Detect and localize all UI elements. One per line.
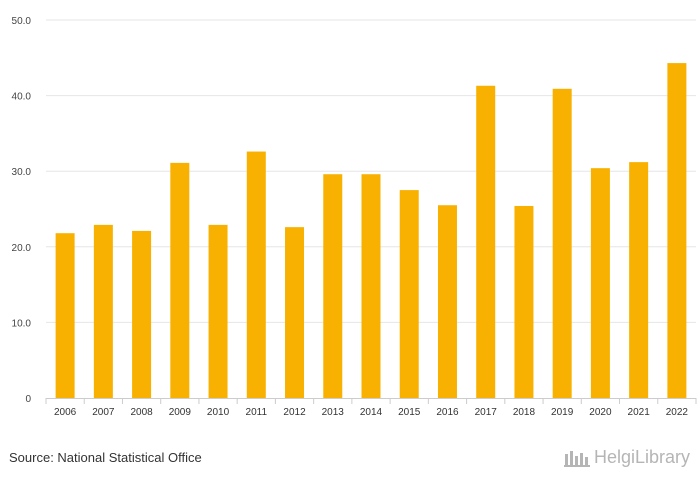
bar-chart: 010.020.030.040.050.0 2006 2007 2008 2009 20… — [12, 16, 697, 418]
x-tick-label: 2020 — [589, 407, 612, 418]
x-tick-label: 2013 — [322, 407, 345, 418]
bar-2014[interactable] — [361, 174, 381, 398]
x-tick-label: 2021 — [628, 407, 651, 418]
x-tick-label: 2008 — [130, 407, 153, 418]
bar-2007[interactable] — [93, 224, 113, 398]
y-tick-label: 10.0 — [12, 318, 32, 329]
x-tick-label: 2016 — [436, 407, 459, 418]
y-tick-label: 0 — [25, 394, 31, 405]
y-tick-label: 50.0 — [12, 16, 32, 27]
bar-2017[interactable] — [476, 85, 496, 398]
x-tick-label: 2014 — [360, 407, 383, 418]
x-tick-label: 2018 — [513, 407, 536, 418]
brand-name: HelgiLibrary — [593, 447, 690, 467]
bar-2008[interactable] — [132, 230, 152, 398]
brand-logo[interactable]: HelgiLibrary — [563, 447, 690, 468]
library-logo-icon — [563, 450, 590, 467]
y-tick-label: 30.0 — [12, 167, 32, 178]
x-tick-label: 2009 — [169, 407, 192, 418]
bar-2019[interactable] — [552, 88, 572, 399]
bar-2015[interactable] — [399, 190, 419, 398]
bar-2009[interactable] — [170, 162, 190, 398]
x-tick-label: 2019 — [551, 407, 574, 418]
bar-2021[interactable] — [629, 162, 649, 398]
x-tick-label: 2017 — [475, 407, 498, 418]
bar-2022[interactable] — [667, 63, 687, 398]
x-tick-label: 2010 — [207, 407, 230, 418]
bar-2012[interactable] — [285, 227, 305, 398]
y-axis-ticks: 0 10.0 20.0 30.0 40.0 50.0 — [12, 16, 32, 405]
bar-2020[interactable] — [590, 168, 610, 398]
x-tick-label: 2006 — [54, 407, 77, 418]
y-tick-label: 20.0 — [12, 243, 32, 254]
grid-lines — [46, 19, 696, 323]
x-axis: 2006 2007 2008 2009 2010 2011 2012 2013 2014 2015… — [45, 398, 697, 418]
bars — [55, 63, 687, 399]
bar-2006[interactable] — [55, 233, 75, 398]
bar-2016[interactable] — [437, 205, 457, 398]
bar-2011[interactable] — [246, 151, 266, 398]
x-tick-label: 2012 — [283, 407, 306, 418]
source-note: Source: National Statistical Office — [9, 450, 202, 465]
x-tick-label: 2022 — [666, 407, 689, 418]
bar-2010[interactable] — [208, 224, 228, 398]
bar-2013[interactable] — [323, 174, 343, 398]
x-tick-label: 2007 — [92, 407, 115, 418]
bar-2018[interactable] — [514, 205, 534, 398]
x-tick-label: 2015 — [398, 407, 421, 418]
x-tick-label: 2011 — [246, 407, 268, 418]
y-tick-label: 40.0 — [12, 92, 32, 103]
